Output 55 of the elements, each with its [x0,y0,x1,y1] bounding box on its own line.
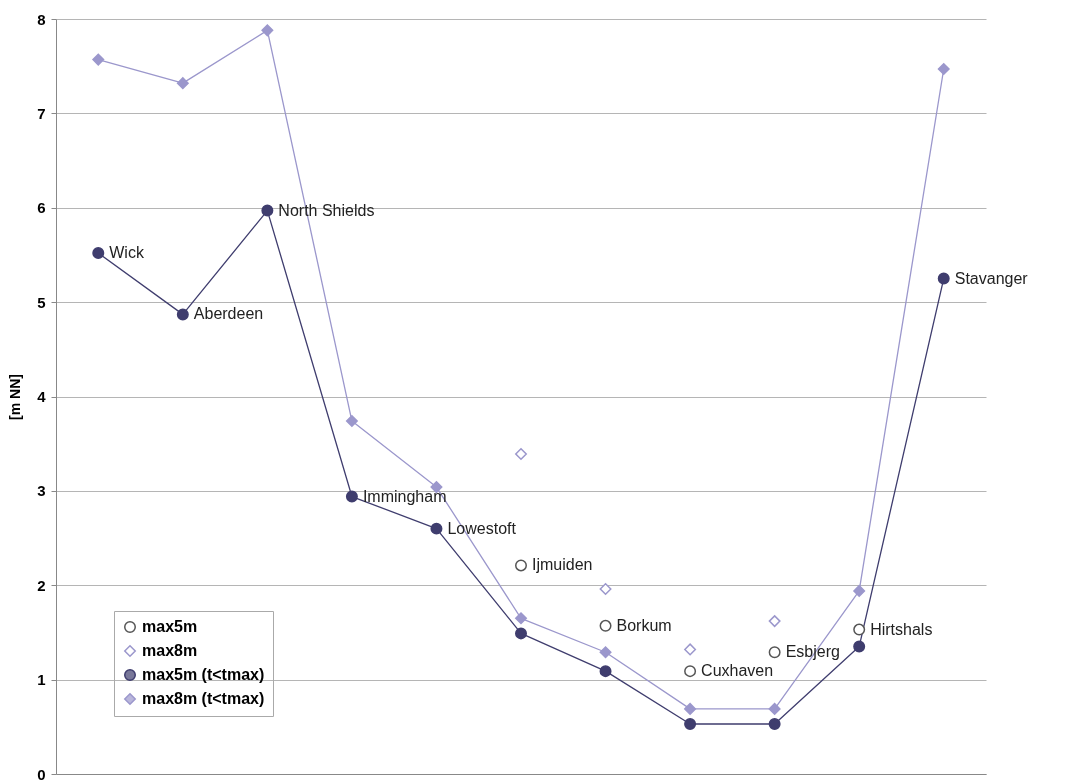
y-tick-label: 6 [37,199,46,217]
point [853,584,866,597]
point [599,619,612,632]
point [515,612,527,625]
point [515,448,527,461]
point [261,24,274,37]
point [345,490,358,503]
annotation: Hirtshals [870,620,933,638]
point [176,77,189,90]
point [684,702,697,715]
annotation: Borkum [616,616,672,634]
point [684,718,697,730]
y-tick-label: 3 [37,482,46,500]
point [345,415,358,428]
y-tick-label: 4 [37,388,47,405]
y-tick-label: 8 [37,10,46,28]
point [684,665,697,678]
point [599,583,612,596]
legend-label: max8m [142,642,198,659]
y-tick-label: 1 [37,671,46,689]
point [937,63,950,76]
y-tick-label: 7 [37,104,46,122]
annotation: Aberdeen [193,305,264,323]
y-tick-label: 2 [37,576,46,594]
point [515,559,527,572]
annotation: Ijmuiden [532,556,593,574]
legend-label: max5m [142,618,198,635]
point [853,640,866,653]
point [599,646,612,659]
annotation: Lowestoft [447,519,517,537]
annotation: Wick [109,244,145,262]
y-tick-label: 0 [37,765,46,781]
annotation: Cuxhaven [701,662,774,680]
point [515,627,527,640]
point [768,615,781,628]
point [430,522,443,535]
point [937,272,950,285]
point [599,665,612,678]
point [92,247,105,260]
y-axis-title: [m NN] [7,374,24,420]
point [176,308,189,321]
y-tick-label: 5 [37,293,46,311]
point [92,53,105,66]
annotation: Immingham [362,487,447,505]
point [261,204,274,217]
annotation: Stavanger [954,269,1029,287]
point [684,643,697,656]
annotation: Esbjerg [785,643,840,661]
legend-label: max8m (t<tmax) [142,690,265,707]
point [768,718,781,730]
annotation: North Shields [278,201,375,219]
point [768,702,781,715]
legend-label: max5m (t<tmax) [142,666,265,683]
point [853,623,866,636]
point [768,646,781,659]
